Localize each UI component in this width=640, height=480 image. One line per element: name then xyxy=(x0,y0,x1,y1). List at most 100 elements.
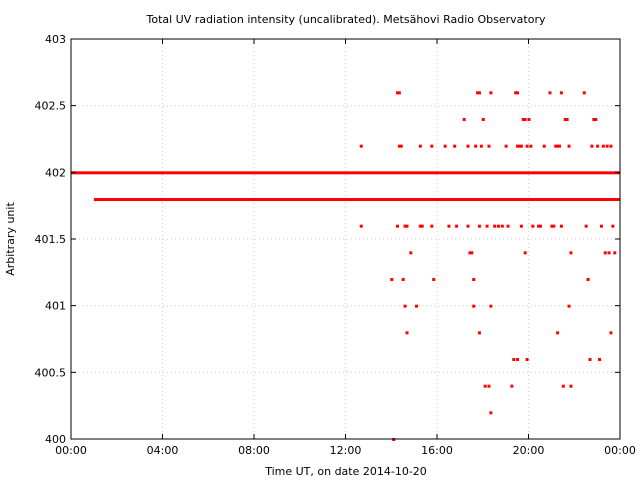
data-point xyxy=(521,118,525,121)
data-point xyxy=(403,304,407,308)
data-point xyxy=(453,144,457,148)
data-points xyxy=(71,91,620,441)
data-point xyxy=(569,384,573,388)
data-point xyxy=(563,118,567,121)
y-tick-label: 400 xyxy=(45,433,66,446)
data-point xyxy=(599,224,603,228)
data-point xyxy=(470,251,474,255)
data-point xyxy=(432,278,436,281)
data-point xyxy=(493,224,497,228)
data-point xyxy=(538,224,542,228)
data-point xyxy=(516,144,520,148)
data-point xyxy=(418,144,422,148)
data-point xyxy=(519,224,523,228)
data-point xyxy=(556,331,560,335)
data-point xyxy=(399,144,403,148)
data-point xyxy=(554,144,558,148)
data-point xyxy=(519,144,523,148)
x-axis-label: Time UT, on date 2014-10-20 xyxy=(264,465,427,478)
data-point xyxy=(559,224,563,228)
y-tick-label: 401.5 xyxy=(35,233,67,246)
data-point xyxy=(527,118,531,121)
data-point xyxy=(466,144,470,148)
data-point xyxy=(359,224,363,228)
data-point xyxy=(405,224,409,228)
data-point xyxy=(561,384,565,388)
data-point xyxy=(582,91,586,95)
data-point xyxy=(504,144,508,148)
x-tick-label: 00:00 xyxy=(55,444,87,457)
data-point xyxy=(395,224,399,228)
y-tick-label: 400.5 xyxy=(35,366,67,379)
data-point xyxy=(395,91,399,95)
data-point xyxy=(397,91,401,95)
data-point xyxy=(567,304,571,308)
data-point xyxy=(359,144,363,148)
data-point xyxy=(430,144,434,148)
data-point xyxy=(409,251,413,255)
data-point xyxy=(415,304,419,308)
data-point xyxy=(598,358,602,361)
chart-title: Total UV radiation intensity (uncalibrat… xyxy=(146,13,546,26)
data-point xyxy=(500,224,504,228)
data-point xyxy=(477,331,481,335)
data-band xyxy=(93,198,620,201)
data-point xyxy=(443,144,447,148)
y-axis-label: Arbitrary unit xyxy=(4,202,17,276)
y-tick-label: 401 xyxy=(45,300,66,313)
data-point xyxy=(516,91,520,95)
data-point xyxy=(601,144,605,148)
data-point xyxy=(559,91,563,95)
data-band xyxy=(71,171,620,175)
data-point xyxy=(514,91,518,95)
data-point xyxy=(403,224,407,228)
x-tick-label: 04:00 xyxy=(147,444,179,457)
x-tick-label: 16:00 xyxy=(421,444,453,457)
data-point xyxy=(489,411,493,415)
data-point xyxy=(609,331,613,335)
data-point xyxy=(483,384,487,388)
data-point xyxy=(447,224,451,228)
data-point xyxy=(397,144,401,148)
data-point xyxy=(531,224,535,228)
data-point xyxy=(489,91,493,95)
data-point xyxy=(510,384,514,388)
data-point xyxy=(481,118,485,121)
x-tick-label: 12:00 xyxy=(330,444,362,457)
data-point xyxy=(548,91,552,95)
data-point xyxy=(542,144,546,148)
y-tick-label: 403 xyxy=(45,33,66,46)
data-point xyxy=(537,224,541,228)
data-point xyxy=(590,144,594,148)
data-point xyxy=(611,224,615,228)
data-point xyxy=(550,224,554,228)
data-point xyxy=(603,251,607,255)
data-point xyxy=(592,118,596,121)
data-point xyxy=(476,91,480,95)
y-axis-tick-labels: 400 400.5 401 401.5 402 402.5 403 xyxy=(35,33,67,446)
data-point xyxy=(613,251,617,255)
data-point xyxy=(556,144,560,148)
data-point xyxy=(523,118,527,121)
data-point xyxy=(474,144,478,148)
x-tick-label: 00:00 xyxy=(604,444,636,457)
data-point xyxy=(477,224,481,228)
data-point xyxy=(487,144,491,148)
data-point xyxy=(569,251,573,255)
data-point xyxy=(516,358,520,361)
x-axis-tick-labels: 00:00 04:00 08:00 12:00 16:00 20:00 00:00 xyxy=(55,444,636,457)
y-tick-label: 402.5 xyxy=(35,100,67,113)
data-point xyxy=(468,251,472,255)
axis-ticks xyxy=(70,38,621,440)
x-tick-label: 08:00 xyxy=(238,444,270,457)
data-point xyxy=(405,331,409,335)
data-point xyxy=(497,224,500,228)
data-point xyxy=(466,224,470,228)
data-point xyxy=(479,144,483,148)
data-point xyxy=(594,118,598,121)
data-point xyxy=(472,278,476,281)
data-point xyxy=(525,358,529,361)
data-point xyxy=(517,144,521,148)
data-point xyxy=(487,384,491,388)
